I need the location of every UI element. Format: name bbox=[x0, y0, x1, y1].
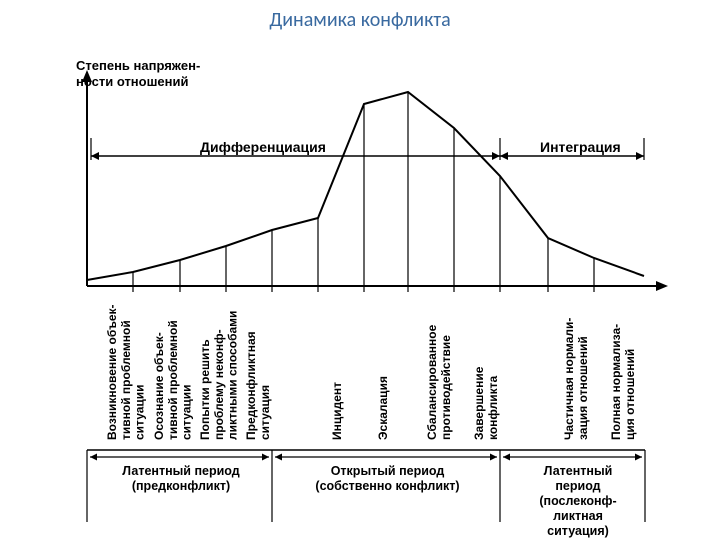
stage-label: Эскалация bbox=[377, 298, 391, 440]
stage-label: Завершение конфликта bbox=[473, 298, 501, 440]
period-label: Открытый период(собственно конфликт) bbox=[280, 464, 495, 494]
stage-label: Возникновение объек- тивной проблемной с… bbox=[106, 298, 147, 440]
period-label: Латентный период(предконфликт) bbox=[96, 464, 266, 494]
stage-label: Осознание объек- тивной проблемной ситуа… bbox=[153, 298, 194, 440]
stage-label: Предконфликтная ситуация bbox=[245, 298, 273, 440]
period-label: Латентныйпериод(послеконф-ликтнаяситуаци… bbox=[508, 464, 648, 539]
stage-label: Полная нормализа- ция отношений bbox=[610, 298, 638, 440]
stage-label: Сбалансированное противодействие bbox=[426, 298, 454, 440]
phase-label: Интеграция bbox=[540, 139, 621, 155]
stage-label: Инцидент bbox=[331, 298, 345, 440]
labels-layer: Дифференциация Интеграция Возникновение об… bbox=[0, 0, 720, 540]
phase-label: Дифференциация bbox=[200, 139, 326, 155]
stage-label: Частичная нормали- зация отношений bbox=[563, 298, 591, 440]
stage-label: Попытки решить проблему неконф- ликтными… bbox=[199, 298, 240, 440]
